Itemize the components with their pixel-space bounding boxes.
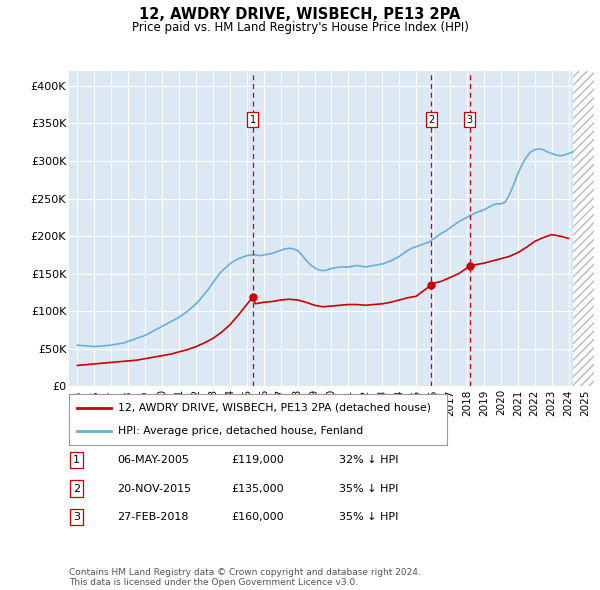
- Text: 1: 1: [250, 114, 256, 124]
- Text: Contains HM Land Registry data © Crown copyright and database right 2024.
This d: Contains HM Land Registry data © Crown c…: [69, 568, 421, 587]
- Text: 35% ↓ HPI: 35% ↓ HPI: [339, 484, 398, 493]
- Text: Price paid vs. HM Land Registry's House Price Index (HPI): Price paid vs. HM Land Registry's House …: [131, 21, 469, 34]
- Text: 2: 2: [73, 484, 80, 493]
- Text: 20-NOV-2015: 20-NOV-2015: [117, 484, 191, 493]
- Text: 1: 1: [73, 455, 80, 465]
- Text: £119,000: £119,000: [231, 455, 284, 465]
- Text: 3: 3: [73, 512, 80, 522]
- Text: 32% ↓ HPI: 32% ↓ HPI: [339, 455, 398, 465]
- Text: 2: 2: [428, 114, 434, 124]
- Text: 12, AWDRY DRIVE, WISBECH, PE13 2PA (detached house): 12, AWDRY DRIVE, WISBECH, PE13 2PA (deta…: [118, 402, 431, 412]
- Text: £160,000: £160,000: [231, 512, 284, 522]
- Text: 12, AWDRY DRIVE, WISBECH, PE13 2PA: 12, AWDRY DRIVE, WISBECH, PE13 2PA: [139, 7, 461, 22]
- Text: 06-MAY-2005: 06-MAY-2005: [117, 455, 189, 465]
- Text: 35% ↓ HPI: 35% ↓ HPI: [339, 512, 398, 522]
- Text: 27-FEB-2018: 27-FEB-2018: [117, 512, 188, 522]
- Text: 3: 3: [467, 114, 473, 124]
- Text: HPI: Average price, detached house, Fenland: HPI: Average price, detached house, Fenl…: [118, 427, 364, 437]
- Text: £135,000: £135,000: [231, 484, 284, 493]
